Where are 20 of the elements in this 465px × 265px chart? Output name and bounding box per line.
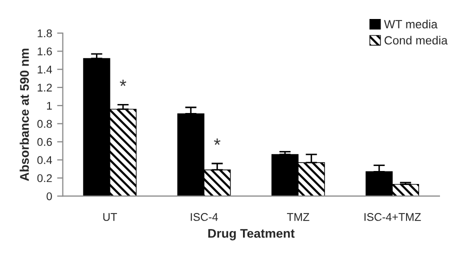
annotation: *: [120, 80, 126, 86]
legend-label: WT media: [384, 20, 438, 28]
x-tick-label: ISC-4: [190, 213, 218, 221]
y-tick-label: 0.2: [37, 174, 52, 182]
x-tick-label: ISC-4+TMZ: [364, 213, 421, 221]
annotation: *: [214, 138, 220, 145]
y-tick-label: 1.4: [38, 66, 52, 74]
y-tick-label: 0.8: [37, 120, 52, 128]
legend-label: Cond media: [384, 36, 448, 45]
y-tick-label: 1.6: [38, 48, 52, 56]
y-tick-label: 1.8: [38, 29, 52, 38]
y-tick-label: 1.2: [38, 84, 52, 92]
y-tick-label: 0.4: [37, 156, 52, 164]
x-axis-title: Drug Teatment: [208, 229, 295, 240]
x-tick-label: UT: [103, 213, 118, 221]
y-axis-title: Absorbance at 590 nm: [20, 48, 29, 181]
y-tick-label: 0.6: [37, 138, 52, 146]
y-tick-label: 0: [46, 192, 52, 200]
y-tick-label: 1: [47, 102, 52, 110]
x-tick-label: TMZ: [287, 213, 310, 221]
